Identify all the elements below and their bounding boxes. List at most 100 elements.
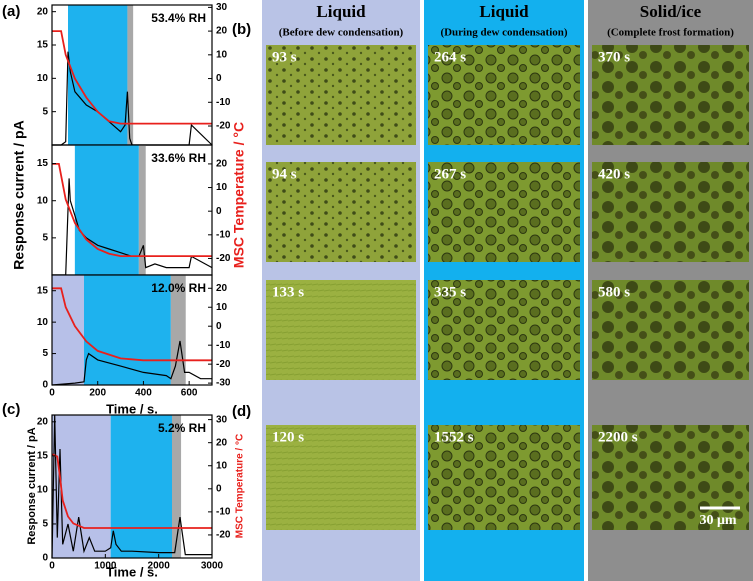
y2-tick-label: 20	[216, 437, 228, 448]
y-tick-label: 5	[42, 519, 48, 530]
column-title: Liquid	[479, 2, 529, 21]
time-label: 335 s	[434, 284, 466, 300]
y-tick-label: 15	[37, 40, 49, 51]
column-subtitle: (Before dew condensation)	[279, 27, 404, 39]
y2-tick-label: 10	[216, 49, 228, 60]
y2-axis-label: MSC Temperature / °C	[235, 434, 246, 538]
x-axis-label: Time / s.	[106, 401, 158, 416]
annotation: 12.0% RH	[151, 281, 206, 295]
micrograph	[592, 45, 749, 145]
annotation: 33.6% RH	[151, 151, 206, 165]
time-label: 1552 s	[434, 429, 474, 445]
y-tick-label: 5	[42, 232, 48, 243]
panel-label: (a)	[2, 3, 20, 20]
x-tick-label: 1000	[94, 561, 117, 572]
micrograph	[592, 162, 749, 262]
shaded-region	[52, 275, 84, 385]
data-line	[52, 163, 212, 257]
x-tick-label: 3000	[201, 561, 224, 572]
scale-bar-label: 30 μm	[699, 513, 736, 528]
shaded-region	[84, 275, 171, 385]
shaded-region	[110, 415, 172, 558]
y-axis-label: Response current / pA	[26, 427, 38, 544]
panel-label: (c)	[2, 401, 20, 418]
time-label: 120 s	[272, 429, 304, 445]
y2-tick-label: 20	[216, 283, 228, 294]
y2-tick-label: -10	[216, 340, 231, 351]
micrograph	[592, 280, 749, 380]
y-tick-label: 5	[42, 106, 48, 117]
y2-tick-label: 10	[216, 182, 228, 193]
micrograph	[266, 162, 416, 262]
y2-tick-label: 10	[216, 302, 228, 313]
y2-tick-label: 30	[216, 2, 228, 13]
y-tick-label: 15	[37, 285, 49, 296]
annotation: 5.2% RH	[158, 421, 206, 435]
y2-tick-label: -10	[216, 97, 231, 108]
y-tick-label: 10	[37, 73, 49, 84]
x-axis-label: Time / s.	[106, 564, 158, 579]
data-line	[51, 414, 212, 559]
time-label: 267 s	[434, 166, 466, 182]
data-line	[51, 453, 212, 529]
column-title: Liquid	[316, 2, 366, 21]
micrograph	[266, 280, 416, 380]
y-tick-label: 0	[42, 380, 48, 391]
x-tick-label: 2000	[148, 561, 171, 572]
y-tick-label: 5	[42, 348, 48, 359]
x-tick-label: 0	[49, 561, 55, 572]
micrograph	[592, 425, 749, 530]
x-tick-label: 200	[89, 388, 106, 399]
y-tick-label: 0	[42, 553, 48, 564]
shaded-region	[68, 5, 128, 145]
y2-tick-label: 20	[216, 26, 228, 37]
panel-label: (b)	[232, 21, 251, 38]
time-label: 264 s	[434, 49, 466, 65]
x-tick-label: 600	[181, 388, 198, 399]
panel-label: (d)	[232, 403, 251, 420]
axes-frame	[51, 414, 213, 559]
y2-tick-label: 0	[216, 206, 222, 217]
micrograph	[428, 425, 580, 530]
y-tick-label: 10	[37, 317, 49, 328]
shaded-region	[127, 5, 134, 145]
y-tick-label: 15	[37, 450, 49, 461]
column-subtitle: (During dew condensation)	[440, 27, 567, 39]
y2-tick-label: -20	[216, 253, 231, 264]
y2-tick-label: 0	[216, 321, 222, 332]
axes-frame	[51, 274, 213, 386]
data-line	[52, 287, 212, 362]
micrograph	[266, 45, 416, 145]
y2-tick-label: 30	[216, 414, 228, 425]
micrograph	[428, 162, 580, 262]
micrograph	[266, 425, 416, 530]
time-label: 370 s	[598, 49, 630, 65]
data-line	[51, 340, 212, 386]
y-axis-label: Response current / pA	[11, 120, 27, 269]
y2-tick-label: -10	[216, 507, 231, 518]
shaded-region	[138, 145, 146, 275]
y2-tick-label: 20	[216, 159, 228, 170]
annotation: 53.4% RH	[151, 11, 206, 25]
time-label: 2200 s	[598, 429, 638, 445]
y2-tick-label: -20	[216, 359, 231, 370]
y2-tick-label: -10	[216, 229, 231, 240]
y2-tick-label: -20	[216, 530, 231, 541]
y2-axis-label: MSC Temperature / °C	[231, 122, 247, 268]
time-label: 94 s	[272, 166, 297, 182]
y2-tick-label: -20	[216, 121, 231, 132]
y-tick-label: 15	[37, 158, 49, 169]
y-tick-label: 10	[37, 485, 49, 496]
column-title: Solid/ice	[640, 2, 702, 21]
x-tick-label: 0	[49, 388, 55, 399]
y-tick-label: 20	[37, 6, 49, 17]
micrograph	[428, 45, 580, 145]
time-label: 133 s	[272, 284, 304, 300]
y2-tick-label: -30	[216, 378, 231, 389]
y2-tick-label: 10	[216, 460, 228, 471]
y2-tick-label: 0	[216, 483, 222, 494]
x-tick-label: 400	[135, 388, 152, 399]
shaded-region	[172, 415, 182, 558]
time-label: 420 s	[598, 166, 630, 182]
